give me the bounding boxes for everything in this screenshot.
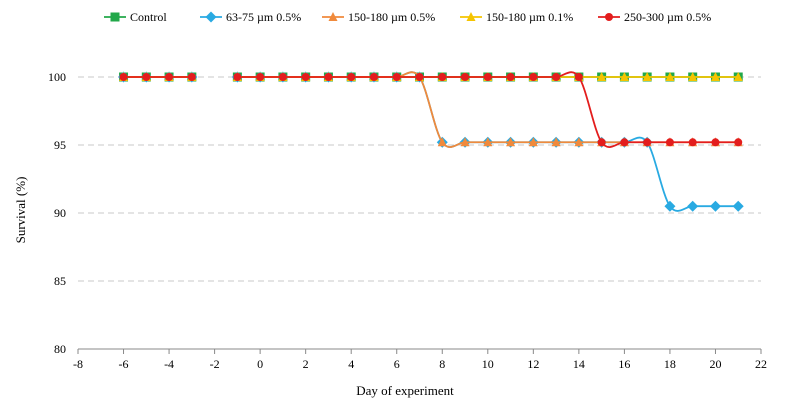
data-point	[665, 72, 675, 81]
data-point	[664, 200, 676, 212]
legend-item: 63-75 µm 0.5%	[200, 10, 301, 24]
y-tick-label: 90	[54, 206, 66, 220]
data-point	[732, 200, 744, 212]
x-tick-label: 0	[257, 357, 263, 371]
data-point	[710, 72, 720, 81]
y-axis-label: Survival (%)	[13, 177, 28, 244]
data-point	[369, 73, 378, 81]
legend-item: 250-300 µm 0.5%	[598, 10, 711, 24]
data-point	[643, 138, 652, 147]
x-tick-label: 16	[618, 357, 630, 371]
gridlines	[78, 76, 761, 282]
data-point	[574, 73, 583, 81]
data-point	[301, 73, 310, 81]
data-point	[597, 72, 607, 81]
y-tick-label: 80	[54, 342, 66, 356]
y-tick-label: 85	[54, 274, 66, 288]
legend-marker	[328, 12, 338, 21]
legend-label: Control	[130, 10, 167, 24]
data-point	[687, 200, 699, 212]
series-line	[237, 71, 739, 148]
data-point	[483, 137, 493, 147]
data-point	[688, 72, 698, 81]
x-tick-label: 4	[348, 357, 354, 371]
data-point	[461, 73, 470, 81]
data-point	[528, 137, 538, 147]
series-4	[119, 71, 743, 148]
series-2	[119, 71, 743, 148]
x-tick-label: -2	[210, 357, 220, 371]
x-tick-label: 12	[527, 357, 539, 371]
x-tick-label: 18	[664, 357, 676, 371]
x-tick-label: 8	[439, 357, 445, 371]
legend-label: 250-300 µm 0.5%	[624, 10, 711, 24]
data-point	[187, 73, 196, 81]
y-tick-label: 95	[54, 138, 66, 152]
data-point	[688, 138, 697, 147]
data-point	[709, 200, 721, 212]
data-point	[347, 73, 356, 81]
data-point	[529, 73, 538, 81]
data-point	[483, 73, 492, 81]
legend-label: 150-180 µm 0.1%	[486, 10, 573, 24]
x-tick-label: -6	[119, 357, 129, 371]
series-layer	[118, 71, 744, 212]
data-point	[437, 137, 447, 147]
data-point	[233, 73, 242, 81]
data-point	[665, 138, 674, 147]
legend: Control 63-75 µm 0.5% 150-180 µm 0.5% 150-1…	[104, 10, 711, 24]
data-point	[711, 138, 720, 147]
axis-labels: Day of experiment Survival (%)	[13, 177, 454, 398]
data-point	[733, 72, 743, 81]
data-point	[620, 138, 629, 147]
data-point	[734, 138, 743, 147]
data-point	[506, 73, 515, 81]
x-tick-label: 14	[573, 357, 585, 371]
data-point	[552, 73, 561, 81]
y-tick-label: 100	[48, 70, 66, 84]
data-point	[119, 73, 128, 81]
series-line	[237, 71, 739, 148]
data-point	[619, 72, 629, 81]
x-tick-label: 10	[482, 357, 494, 371]
legend-marker	[605, 13, 613, 21]
legend-item: 150-180 µm 0.1%	[460, 10, 573, 24]
x-tick-label: 20	[709, 357, 721, 371]
x-tick-label: 22	[755, 357, 767, 371]
legend-item: Control	[104, 10, 167, 24]
data-point	[324, 73, 333, 81]
data-point	[438, 73, 447, 81]
data-point	[392, 73, 401, 81]
legend-marker	[205, 11, 217, 23]
data-point	[165, 73, 174, 81]
data-point	[642, 72, 652, 81]
x-tick-label: -4	[164, 357, 174, 371]
data-point	[597, 138, 606, 147]
data-point	[142, 73, 151, 81]
x-axis-label: Day of experiment	[356, 383, 454, 398]
data-point	[460, 137, 470, 147]
legend-marker	[466, 12, 476, 21]
data-point	[574, 137, 584, 147]
legend-label: 150-180 µm 0.5%	[348, 10, 435, 24]
data-point	[415, 73, 424, 81]
data-point	[506, 137, 516, 147]
x-tick-label: 6	[394, 357, 400, 371]
legend-marker	[110, 12, 120, 22]
data-point	[551, 137, 561, 147]
x-tick-label: -8	[73, 357, 83, 371]
legend-label: 63-75 µm 0.5%	[226, 10, 301, 24]
x-tick-label: 2	[303, 357, 309, 371]
legend-item: 150-180 µm 0.5%	[322, 10, 435, 24]
axes: 80 85 90 95 100 -8 -6 -4 -2 0 2 4 6 8 10 12 14 16 18 20 22	[48, 70, 767, 371]
data-point	[278, 73, 287, 81]
data-point	[256, 73, 265, 81]
